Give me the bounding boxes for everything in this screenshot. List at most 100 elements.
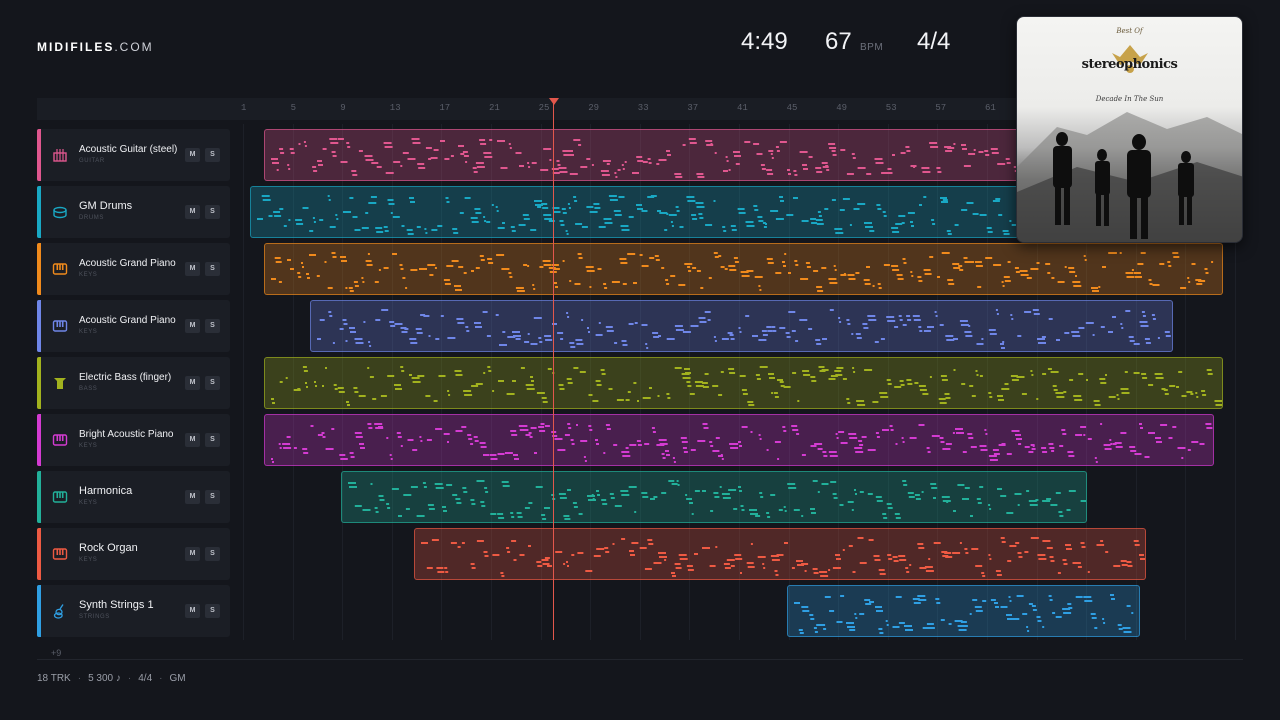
time-signature-value: 4/4 (917, 28, 951, 55)
footer-note-count: 5 300 ♪ (88, 673, 121, 684)
track-header[interactable]: Electric Bass (finger) BASS M S (37, 357, 230, 409)
mute-button[interactable]: M (185, 205, 200, 219)
note-pattern (271, 252, 1214, 292)
site-logo[interactable]: MIDIFILES.COM (37, 40, 154, 54)
track-category: BASS (79, 386, 98, 392)
track-header[interactable]: Acoustic Grand Piano KEYS M S (37, 243, 230, 295)
mute-button[interactable]: M (185, 547, 200, 561)
grid-line (342, 124, 344, 640)
solo-button[interactable]: S (205, 262, 220, 276)
grid-line (491, 124, 492, 640)
grid-line (987, 124, 988, 640)
track-header[interactable]: Acoustic Grand Piano KEYS M S (37, 300, 230, 352)
grid-line (540, 124, 542, 640)
tempo-value: 67 (825, 28, 852, 55)
grid-line (788, 124, 790, 640)
note-pattern (271, 423, 1213, 463)
ruler-tick-label: 9 (340, 103, 346, 113)
more-tracks-indicator[interactable]: +9 (51, 648, 62, 658)
ruler-tick-label: 45 (786, 103, 798, 113)
solo-button[interactable]: S (205, 547, 220, 561)
track-color-strip (37, 585, 41, 637)
track-category: KEYS (79, 500, 98, 506)
footer-separator: · (77, 673, 82, 684)
track-color-strip (37, 300, 41, 352)
ruler-tick-label: 41 (737, 103, 748, 113)
note-pattern (271, 138, 1036, 178)
note-pattern (347, 480, 1087, 520)
ruler-tick-label: 57 (935, 103, 947, 113)
grid-line (937, 124, 939, 640)
grid-line (590, 124, 592, 640)
solo-button[interactable]: S (205, 604, 220, 618)
track-header[interactable]: GM Drums DRUMS M S (37, 186, 230, 238)
tempo-unit: BPM (860, 42, 884, 53)
guitar-icon (53, 149, 67, 162)
mute-button[interactable]: M (185, 376, 200, 390)
track-header[interactable]: Bright Acoustic Piano KEYS M S (37, 414, 230, 466)
playhead[interactable] (553, 98, 554, 640)
footer-standard: GM (169, 673, 186, 684)
solo-button[interactable]: S (205, 376, 220, 390)
grid-line (1086, 124, 1088, 640)
midi-clip[interactable] (264, 357, 1223, 409)
ruler-tick-label: 53 (885, 103, 897, 113)
midi-clip[interactable] (340, 471, 1088, 523)
mute-button[interactable]: M (185, 319, 200, 333)
mute-button[interactable]: M (185, 490, 200, 504)
midi-clip[interactable] (414, 528, 1146, 580)
track-header[interactable]: Harmonica KEYS M S (37, 471, 230, 523)
grid-line (243, 124, 244, 640)
grid-line (838, 124, 840, 640)
solo-button[interactable]: S (205, 148, 220, 162)
midi-clip[interactable] (787, 585, 1140, 637)
ruler-tick-label: 29 (588, 103, 599, 113)
track-name: GM Drums (79, 200, 133, 212)
track-header[interactable]: Acoustic Guitar (steel) GUITAR M S (37, 129, 230, 181)
album-artist: stereophonics (1081, 57, 1178, 72)
timeline-ruler[interactable]: 1 5 9 13 17 21 25 29 33 37 41 45 49 53 57 61 (37, 98, 1243, 120)
midi-clip[interactable] (309, 300, 1173, 352)
drum-icon (53, 206, 67, 219)
solo-button[interactable]: S (205, 319, 220, 333)
album-cover[interactable]: Best Of stereophonics Decade In The Sun (1016, 16, 1243, 243)
ruler-tick-label: 25 (538, 103, 550, 113)
footer-separator: · (159, 673, 163, 684)
track-name: Synth Strings 1 (79, 599, 154, 611)
track-name: Bright Acoustic Piano (79, 429, 174, 440)
midi-clip[interactable] (264, 129, 1037, 181)
track-category: KEYS (79, 329, 98, 335)
violin-icon (53, 604, 64, 619)
track-color-strip (37, 528, 41, 580)
midi-clip[interactable] (264, 414, 1214, 466)
solo-button[interactable]: S (205, 433, 220, 447)
midi-clip[interactable] (264, 243, 1223, 295)
grid-line (739, 124, 740, 640)
mute-button[interactable]: M (185, 148, 200, 162)
midi-clip[interactable] (250, 186, 1037, 238)
track-color-strip (37, 357, 41, 409)
logo-bold: MIDIFILES (37, 40, 115, 54)
track-category: KEYS (79, 272, 98, 278)
piano-keys-icon (52, 434, 68, 446)
track-category: KEYS (79, 557, 98, 563)
track-color-strip (37, 471, 41, 523)
track-color-strip (37, 129, 41, 181)
track-color-strip (37, 186, 41, 238)
mute-button[interactable]: M (185, 604, 200, 618)
ruler-tick-label: 61 (985, 103, 996, 113)
solo-button[interactable]: S (205, 205, 220, 219)
ruler-tick-label: 21 (489, 103, 500, 113)
playhead-handle[interactable] (549, 98, 559, 105)
track-name: Acoustic Guitar (steel) (79, 144, 178, 155)
solo-button[interactable]: S (205, 490, 220, 504)
track-header[interactable]: Synth Strings 1 STRINGS M S (37, 585, 230, 637)
mute-button[interactable]: M (185, 262, 200, 276)
footer-summary: 18 TRK · 5 300 ♪ · 4/4 · GM (37, 673, 186, 684)
mute-button[interactable]: M (185, 433, 200, 447)
bass-icon (54, 378, 66, 389)
track-name: Harmonica (79, 485, 133, 497)
grid-line (1185, 124, 1187, 640)
ruler-tick-label: 37 (687, 103, 699, 113)
track-header[interactable]: Rock Organ KEYS M S (37, 528, 230, 580)
